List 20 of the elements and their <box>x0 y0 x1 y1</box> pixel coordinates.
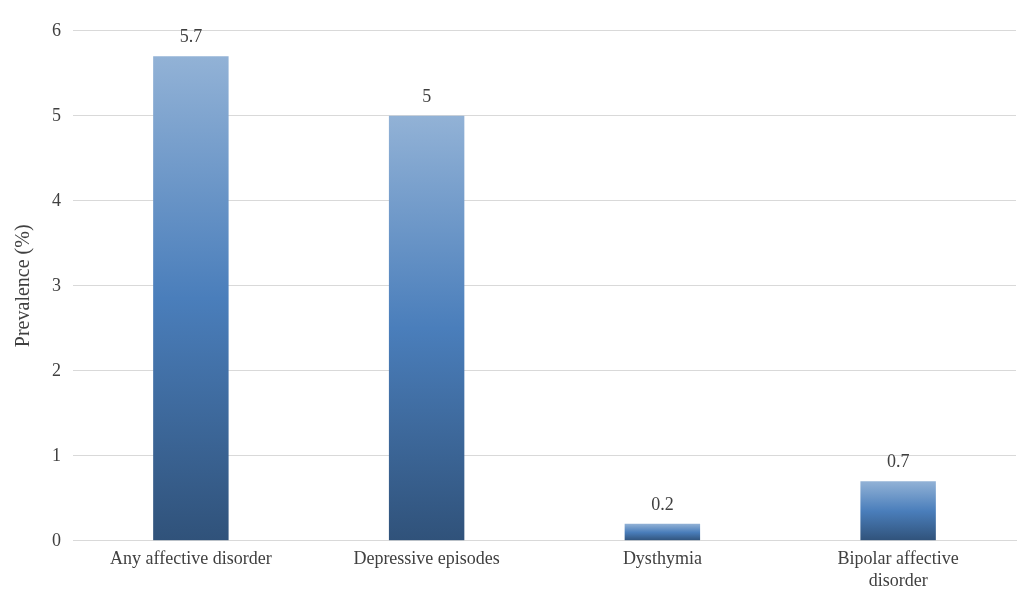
y-axis-title: Prevalence (%) <box>11 224 35 348</box>
x-tick-label: Bipolar affective disorder <box>837 548 959 590</box>
y-tick-label: 6 <box>52 19 61 40</box>
y-tick-label: 1 <box>52 444 61 465</box>
bar <box>153 56 229 541</box>
y-tick-label: 3 <box>52 274 61 295</box>
x-tick-label: Any affective disorder <box>110 548 272 569</box>
data-label: 5.7 <box>179 26 203 47</box>
y-tick-label: 2 <box>52 359 61 380</box>
y-tick-label: 4 <box>52 189 61 210</box>
x-tick-label: Dysthymia <box>622 548 702 569</box>
bar <box>388 115 465 541</box>
data-label: 0.7 <box>886 451 910 472</box>
x-tick-label: Depressive episodes <box>353 548 500 569</box>
y-tick-label: 0 <box>52 529 61 550</box>
bar <box>624 523 701 541</box>
data-label: 5 <box>422 85 432 106</box>
y-tick-label: 5 <box>52 104 61 125</box>
data-label: 0.2 <box>651 493 674 514</box>
bar <box>860 481 936 541</box>
